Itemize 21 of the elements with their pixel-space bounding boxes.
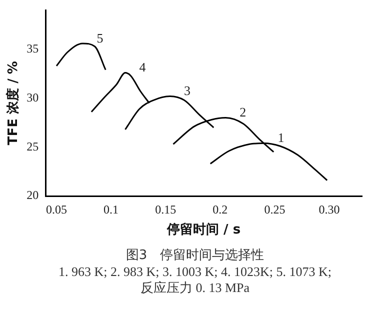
x-tick-label: 0.1 <box>104 202 119 216</box>
y-tick-label: 35 <box>26 41 39 56</box>
x-tick-label: 0.25 <box>264 202 286 216</box>
x-tick-label: 0.15 <box>155 202 176 216</box>
line-series <box>56 42 106 71</box>
text: 图3 停留时间与选择性 <box>124 247 266 264</box>
x-tick-label: 0.2 <box>212 202 228 216</box>
series-label: 1 <box>278 130 284 146</box>
text: 1. 963 K; 2. 983 K; 3. 1003 K; 4. 1023K; 5. 1073 K; <box>58 264 332 280</box>
x-tick-label: 0.30 <box>318 202 340 216</box>
x-axis-title: 停留时间 / s <box>166 222 241 238</box>
text: 反应压力 0. 13 MPa <box>139 280 251 296</box>
y-tick-label: 30 <box>26 90 39 104</box>
x-tick-label: 0.05 <box>46 202 68 216</box>
y-axis-title: TFE 浓度 / % <box>5 61 22 146</box>
series-label: 5 <box>96 30 104 46</box>
y-tick-label: 25 <box>26 139 39 154</box>
series-label: 2 <box>240 104 246 120</box>
y-tick-label: 20 <box>26 188 39 202</box>
series-label: 4 <box>139 60 146 75</box>
series-label: 3 <box>184 83 190 98</box>
